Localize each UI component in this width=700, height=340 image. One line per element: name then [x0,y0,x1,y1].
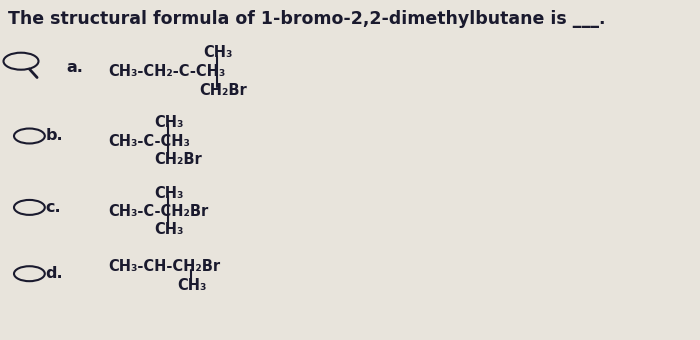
Text: The structural formula of 1-bromo-2,2-dimethylbutane is ___.: The structural formula of 1-bromo-2,2-di… [8,10,606,28]
Text: CH₃: CH₃ [203,45,232,60]
Text: c.: c. [46,200,61,215]
Text: CH₃-CH₂-C-CH₃: CH₃-CH₂-C-CH₃ [108,64,225,79]
Text: CH₃-C-CH₂Br: CH₃-C-CH₂Br [108,204,209,219]
Text: CH₃: CH₃ [154,186,183,201]
Text: CH₃: CH₃ [177,278,206,293]
Text: d.: d. [46,266,63,281]
Text: CH₂Br: CH₂Br [154,152,202,167]
Text: a.: a. [66,61,83,75]
Text: CH₃-CH-CH₂Br: CH₃-CH-CH₂Br [108,259,220,274]
Text: CH₃: CH₃ [154,115,183,130]
Text: b.: b. [46,129,63,143]
Text: CH₂Br: CH₂Br [199,83,247,98]
Text: CH₃: CH₃ [154,222,183,237]
Text: CH₃-C-CH₃: CH₃-C-CH₃ [108,134,190,149]
